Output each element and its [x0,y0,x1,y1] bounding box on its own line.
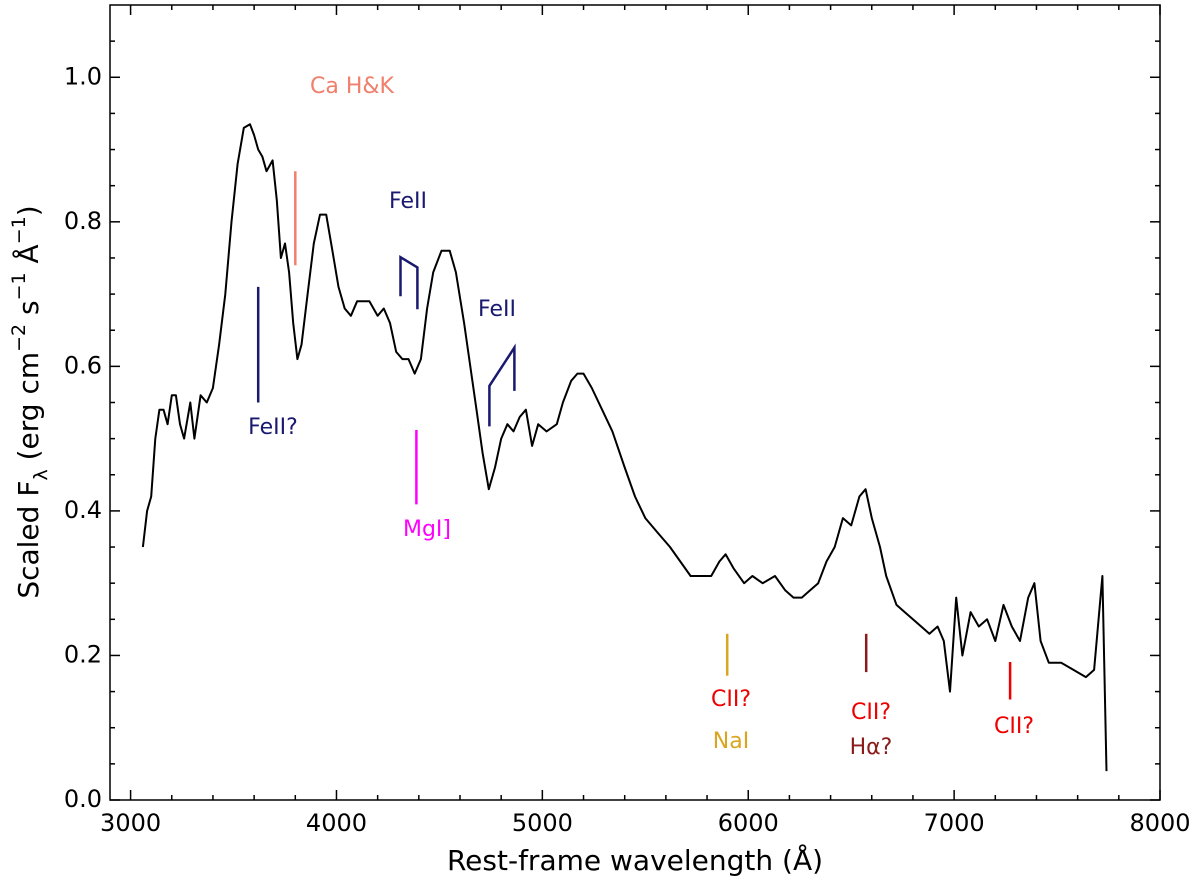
annotation: FeII [478,297,516,322]
y-tick-label: 0.6 [64,351,102,379]
annotation: Hα? [850,735,893,760]
y-tick-label: 0.4 [64,496,102,524]
y-axis-label-part: s [12,300,45,324]
y-tick-label: 0.2 [64,640,102,668]
x-tick-label: 5000 [512,809,573,837]
y-tick-label: 1.0 [64,62,102,90]
annotation: CII? [711,687,751,712]
y-axis-label-part: (erg cm [12,352,45,469]
plot-frame [109,4,1161,801]
annotation: CII? [851,700,891,725]
x-axis-label: Rest-frame wavelength (Å) [447,843,823,877]
annotation: NaI [713,729,749,754]
x-tick-label: 6000 [718,809,779,837]
y-axis-label: Scaled Fλ (erg cm−2 s−1 Å−1) [8,205,52,598]
y-axis-label-part: −1 [8,216,30,244]
spectrum-line [141,123,1108,772]
y-axis-label-part: λ [30,469,52,480]
x-tick-label: 4000 [306,809,367,837]
y-axis-label-part: ) [12,205,45,216]
annotation: CII? [994,714,1034,739]
y-axis-label-part: −1 [8,272,30,300]
line-marker [399,254,419,310]
line-marker [488,343,516,427]
y-axis-label-part: Å [11,244,45,272]
annotation: MgI] [403,517,451,542]
x-tick-label: 8000 [1129,809,1190,837]
x-tick-label: 7000 [924,809,985,837]
y-axis-label-part: −2 [8,324,30,352]
annotation: Ca H&K [310,74,395,99]
y-tick-label: 0.0 [64,785,102,813]
annotation: FeII [389,189,427,214]
annotation: FeII? [248,415,298,440]
y-tick-label: 0.8 [64,207,102,235]
x-tick-label: 3000 [100,809,161,837]
y-axis-label-part: Scaled F [12,481,45,599]
